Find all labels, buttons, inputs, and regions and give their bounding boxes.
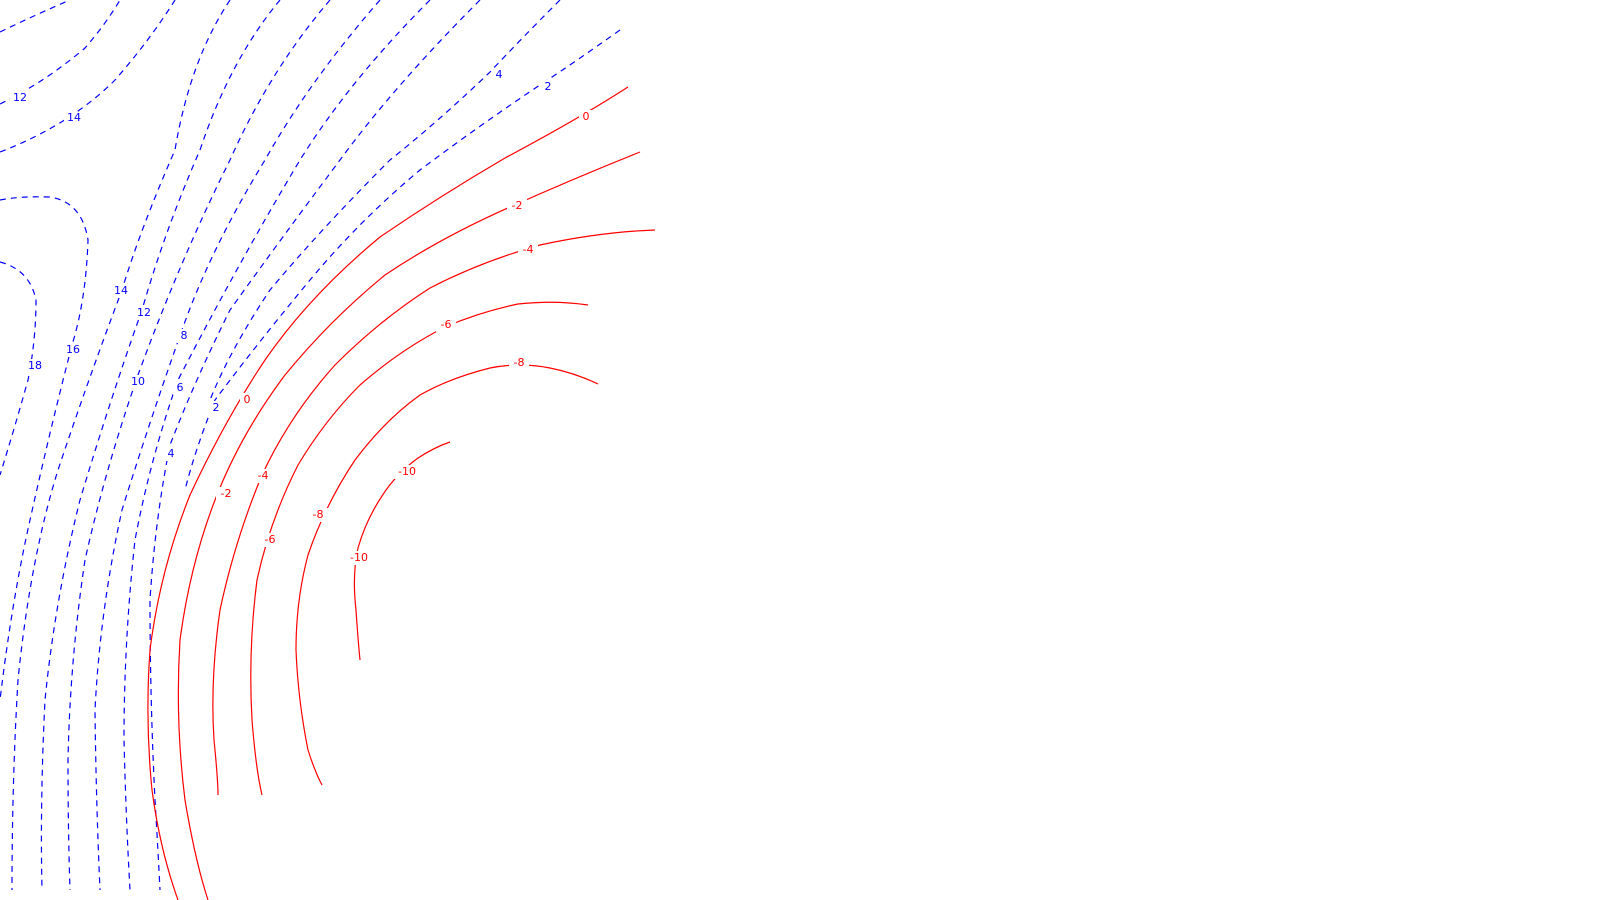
label-negative: -4	[258, 469, 269, 482]
contour-negative-8	[295, 364, 599, 786]
label-positive: 12	[13, 91, 27, 104]
contour-positive-8	[94, 0, 381, 891]
label-negative: -2	[221, 487, 232, 500]
contour-positive-18	[0, 261, 37, 476]
contour-positive-14	[0, 0, 176, 153]
label-negative: 0	[244, 393, 251, 406]
contour-positive-4-top	[209, 0, 561, 401]
contour-positive-6	[123, 0, 431, 891]
contour-labels: 12 14 4 2 14 12 8 16 18 10 6 2 4 0 -2 -4…	[10, 68, 593, 565]
label-negative: -6	[265, 533, 276, 546]
label-positive: 14	[114, 284, 128, 297]
label-positive: 4	[496, 68, 503, 81]
contour-zero	[147, 86, 629, 900]
contour-positive-4	[149, 0, 481, 891]
label-positive: 10	[131, 375, 145, 388]
label-positive: 8	[181, 329, 188, 342]
contour-negative-2	[177, 151, 641, 900]
contour-negative-4	[212, 229, 656, 796]
contour-positive-2	[184, 29, 621, 491]
contour-positive-16-upper	[0, 196, 89, 701]
label-positive: 14	[67, 111, 81, 124]
label-positive: 4	[168, 447, 175, 460]
contour-positive	[0, 0, 71, 33]
contour-negative-10	[353, 441, 451, 661]
positive-contours	[0, 0, 621, 891]
negative-contours	[147, 86, 656, 900]
label-positive: 2	[213, 401, 220, 414]
contour-negative-6	[250, 301, 589, 796]
label-positive: 16	[66, 343, 80, 356]
label-negative: 0	[583, 110, 590, 123]
label-negative: -8	[514, 356, 525, 369]
contour-positive-12-b	[40, 0, 281, 891]
contour-positive-14-b	[11, 0, 231, 891]
contour-positive-12	[0, 0, 121, 105]
label-positive: 18	[28, 359, 42, 372]
contour-positive-10	[67, 0, 331, 891]
label-negative: -4	[523, 243, 534, 256]
label-negative: -6	[441, 318, 452, 331]
label-negative: -8	[313, 508, 324, 521]
label-positive: 12	[137, 306, 151, 319]
label-negative: -10	[350, 551, 368, 564]
label-positive: 6	[177, 381, 184, 394]
label-negative: -10	[398, 465, 416, 478]
label-negative: -2	[512, 199, 523, 212]
label-positive: 2	[545, 80, 552, 93]
